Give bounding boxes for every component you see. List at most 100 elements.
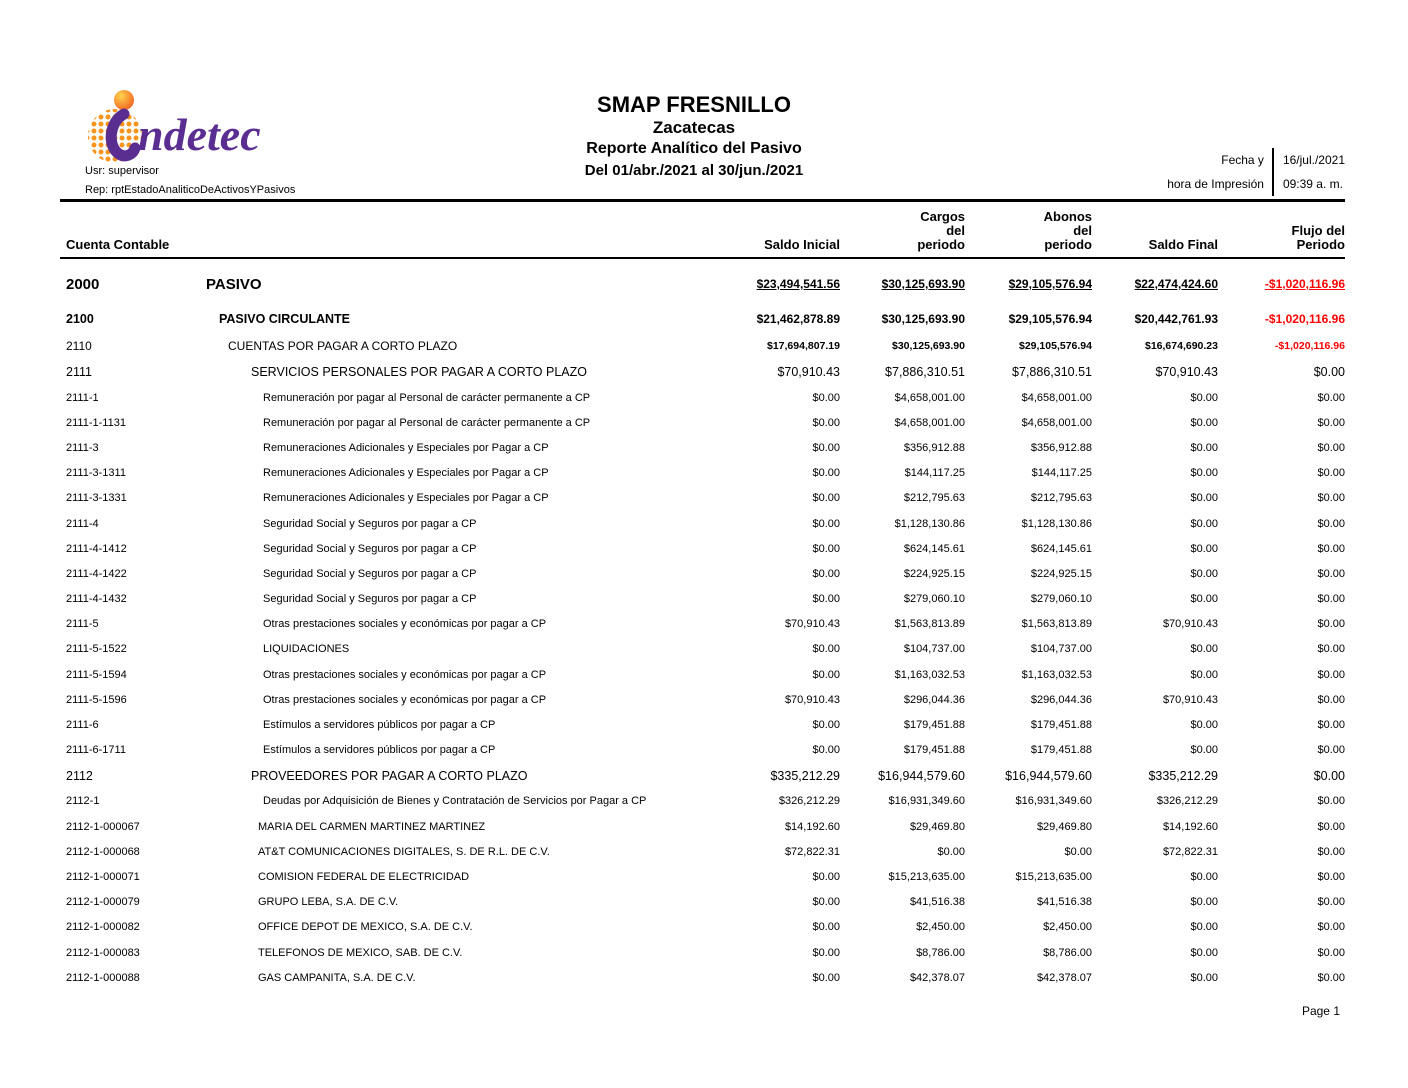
account-code: 2112-1-000068	[66, 845, 140, 858]
value-cell: $0.00	[1317, 517, 1345, 530]
value-cell: $16,944,579.60	[1005, 768, 1092, 783]
account-code: 2111-4-1422	[66, 567, 127, 580]
account-description: PASIVO CIRCULANTE	[219, 311, 351, 326]
value-cell: $224,925.15	[903, 567, 965, 580]
account-code: 2111-5-1522	[66, 643, 127, 656]
table-row: 2111-3 Remuneraciones Adicionales y Espec…	[66, 435, 1345, 460]
value-cell: $0.00	[1190, 870, 1218, 883]
column-header-abonos: Abonos del periodo	[1043, 209, 1092, 252]
report-title: Reporte Analítico del Pasivo	[586, 140, 802, 157]
value-cell: $30,125,693.90	[881, 277, 965, 291]
value-cell: $7,886,310.51	[885, 365, 965, 379]
value-cell: $70,910.43	[1155, 365, 1218, 379]
value-cell: $0.00	[1190, 567, 1218, 580]
value-cell: $0.00	[812, 467, 840, 480]
account-code: 2100	[66, 311, 94, 326]
account-code: 2111	[66, 365, 92, 379]
account-description: Remuneraciones Adicionales y Especiales …	[263, 492, 549, 505]
value-cell: $21,462,878.89	[756, 311, 840, 326]
value-cell: $0.00	[1317, 693, 1345, 706]
value-cell: $0.00	[812, 744, 840, 757]
value-cell: $0.00	[1317, 467, 1345, 480]
table-row: 2112-1-000079 GRUPO LEBA, S.A. DE C.V. $0.…	[66, 890, 1345, 915]
value-cell: $14,192.60	[1162, 820, 1218, 833]
value-cell: $41,516.38	[1036, 896, 1092, 909]
value-cell: $42,378.07	[1036, 971, 1092, 984]
value-cell: $179,451.88	[1030, 744, 1092, 757]
value-cell: $29,105,576.94	[1008, 311, 1092, 326]
table-row: 2112-1-000071 COMISION FEDERAL DE ELECTRI…	[66, 864, 1345, 889]
value-cell: $70,910.43	[1162, 693, 1218, 706]
value-cell: $0.00	[1190, 896, 1218, 909]
value-cell: $23,494,541.56	[756, 277, 840, 291]
value-cell: $8,786.00	[1043, 946, 1092, 959]
table-header: Cuenta Contable Saldo Inicial Cargos del…	[66, 206, 1345, 254]
account-code: 2111-1	[66, 391, 99, 404]
value-cell: $0.00	[1317, 719, 1345, 732]
table-row: 2112 PROVEEDORES POR PAGAR A CORTO PLAZO $…	[66, 763, 1345, 789]
account-description: Remuneraciones Adicionales y Especiales …	[263, 467, 549, 480]
table-row: 2111-5 Otras prestaciones sociales y econ…	[66, 612, 1345, 637]
value-cell: $0.00	[1190, 921, 1218, 934]
value-cell: $1,563,813.89	[1021, 618, 1092, 631]
entity-state: Zacatecas	[652, 118, 736, 137]
value-cell: $0.00	[1190, 517, 1218, 530]
table-row: 2000 PASIVO $23,494,541.56 $30,125,693.90 $2…	[66, 264, 1345, 304]
value-cell: $356,912.88	[903, 441, 965, 454]
value-cell: $30,125,693.90	[892, 340, 965, 352]
account-code: 2111-4-1412	[66, 542, 127, 555]
print-info: Fecha y hora de Impresión 16/jul./2021 0…	[1167, 148, 1345, 196]
value-cell: $1,128,130.86	[1021, 517, 1092, 530]
account-code: 2111-5	[66, 618, 99, 631]
value-cell: $0.00	[1317, 593, 1345, 606]
value-cell: $70,910.43	[784, 693, 840, 706]
value-cell: $0.00	[1317, 618, 1345, 631]
table-row: 2112-1-000083 TELEFONOS DE MEXICO, SAB. D…	[66, 940, 1345, 965]
value-cell: $179,451.88	[903, 744, 965, 757]
value-cell: $0.00	[937, 845, 965, 858]
print-date-value: 16/jul./2021	[1282, 153, 1345, 167]
account-description: Remuneración por pagar al Personal de ca…	[263, 391, 591, 404]
value-cell: -$1,020,116.96	[1264, 277, 1345, 291]
account-code: 2111-6-1711	[66, 744, 126, 757]
value-cell: $1,563,813.89	[894, 618, 965, 631]
header-divider	[60, 199, 1345, 202]
print-date-label: Fecha y	[1221, 153, 1264, 167]
account-code: 2112-1-000067	[66, 820, 140, 833]
value-cell: $326,212.29	[778, 795, 840, 808]
value-cell: $335,212.29	[770, 768, 840, 783]
table-row: 2110 CUENTAS POR PAGAR A CORTO PLAZO $17,6…	[66, 333, 1345, 359]
value-cell: $0.00	[1190, 744, 1218, 757]
value-cell: $144,117.25	[1031, 467, 1092, 480]
page-number: Page 1	[1301, 1004, 1340, 1018]
value-cell: $0.00	[1190, 719, 1218, 732]
value-cell: $4,658,001.00	[894, 391, 965, 404]
account-code: 2111-4-1432	[66, 593, 127, 606]
value-cell: $2,450.00	[1043, 921, 1092, 934]
value-cell: $0.00	[812, 593, 840, 606]
value-cell: $0.00	[1317, 820, 1345, 833]
user-line: Usr: supervisor	[85, 165, 159, 177]
account-description: GAS CAMPANITA, S.A. DE C.V.	[258, 971, 416, 984]
account-code: 2112-1-000083	[66, 946, 140, 959]
account-description: PROVEEDORES POR PAGAR A CORTO PLAZO	[251, 768, 528, 783]
value-cell: $15,213,635.00	[1015, 870, 1092, 883]
value-cell: $72,822.31	[1162, 845, 1218, 858]
account-description: OFFICE DEPOT DE MEXICO, S.A. DE C.V.	[258, 921, 473, 934]
value-cell: $16,944,579.60	[878, 768, 965, 783]
account-description: Seguridad Social y Seguros por pagar a C…	[263, 517, 477, 530]
account-code: 2112	[66, 768, 93, 783]
table-row: 2111-5-1596 Otras prestaciones sociales y…	[66, 687, 1345, 712]
account-description: Seguridad Social y Seguros por pagar a C…	[263, 593, 477, 606]
table-row: 2111-4 Seguridad Social y Seguros por pag…	[66, 511, 1345, 536]
account-code: 2110	[66, 339, 92, 353]
account-code: 2112-1	[66, 795, 100, 808]
value-cell: $0.00	[1190, 971, 1218, 984]
value-cell: $0.00	[1317, 668, 1345, 681]
value-cell: $279,060.10	[903, 593, 965, 606]
value-cell: $0.00	[812, 921, 840, 934]
svg-text:ndetec: ndetec	[138, 109, 261, 160]
account-code: 2111-3-1311	[66, 467, 126, 480]
column-header-saldo-inicial: Saldo Inicial	[764, 237, 840, 252]
value-cell: $224,925.15	[1030, 567, 1092, 580]
